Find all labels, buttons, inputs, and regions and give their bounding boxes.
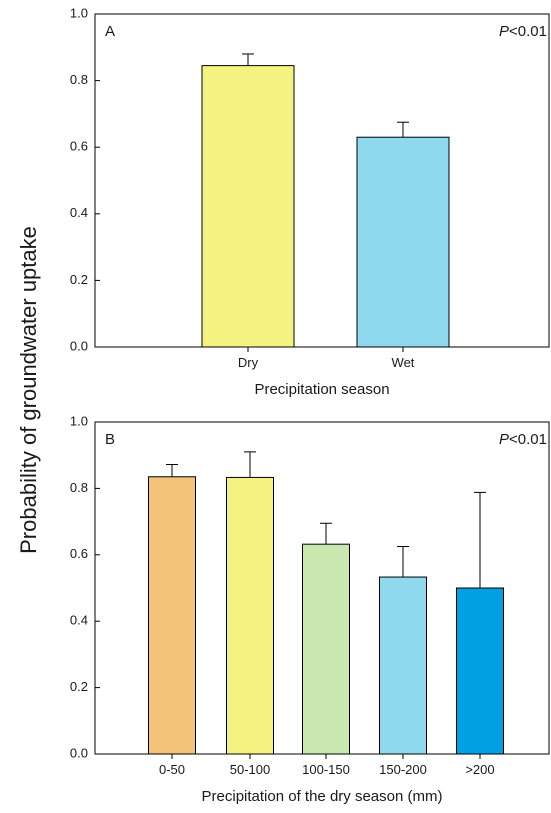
y-tick-label: 0.8	[70, 480, 88, 495]
y-tick-label: 1.0	[70, 5, 88, 20]
x-tick-label: 0-50	[159, 762, 185, 777]
x-tick-label: 150-200	[379, 762, 427, 777]
y-tick-label: 0.4	[70, 613, 88, 628]
y-tick-label: 0.6	[70, 139, 88, 154]
y-tick-label: 0.2	[70, 679, 88, 694]
x-tick-label: >200	[465, 762, 494, 777]
bar-Dry	[201, 65, 295, 348]
p-value-annotation: P<0.01	[499, 23, 547, 40]
y-tick-label: 0.4	[70, 205, 88, 220]
x-tick-label: Dry	[238, 355, 259, 370]
plot-frame	[94, 13, 550, 348]
x-tick-label: 100-150	[302, 762, 350, 777]
y-tick-label: 0.2	[70, 272, 88, 287]
y-tick-label: 0.0	[70, 338, 88, 353]
y-tick-label: 1.0	[70, 413, 88, 428]
y-tick-label: 0.8	[70, 72, 88, 87]
bar-100-150	[302, 543, 350, 755]
x-tick-label: 50-100	[230, 762, 270, 777]
y-axis-title: Probability of groundwater uptake	[16, 226, 41, 554]
y-tick-label: 0.0	[70, 745, 88, 760]
p-threshold: <0.01	[509, 23, 547, 40]
p-value-annotation: P<0.01	[499, 431, 547, 448]
x-tick-label: Wet	[392, 355, 415, 370]
p-symbol: P	[499, 23, 509, 40]
panel-b-chart: 0.0 0.2 0.4 0.6 0.8 1.0 0-50 50-100 100-150 150-2…	[70, 413, 550, 805]
y-tick-label: 0.6	[70, 546, 88, 561]
bar-Wet	[356, 136, 450, 348]
x-axis-title: Precipitation of the dry season (mm)	[202, 788, 443, 805]
x-axis-title: Precipitation season	[254, 381, 389, 398]
bar-50-100	[226, 476, 274, 755]
p-threshold: <0.01	[509, 431, 547, 448]
bar-0-50	[148, 476, 196, 755]
panel-letter: B	[105, 431, 115, 448]
bar-150-200	[379, 576, 427, 755]
p-symbol: P	[499, 431, 509, 448]
bar->200	[456, 587, 504, 755]
panel-letter: A	[105, 23, 115, 40]
